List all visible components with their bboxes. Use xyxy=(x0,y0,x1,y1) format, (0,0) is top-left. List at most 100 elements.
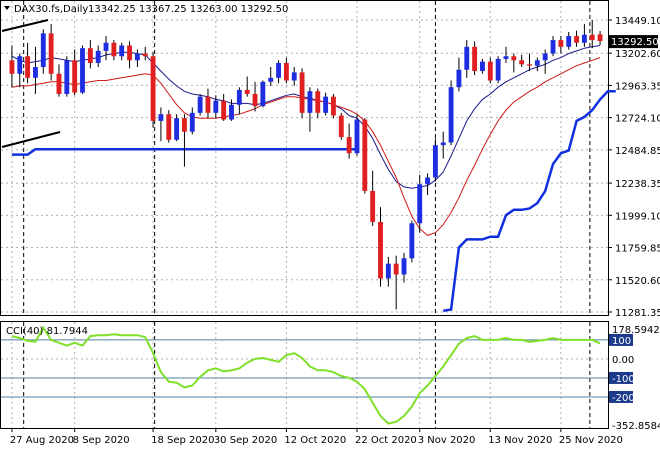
candle-bear xyxy=(511,56,517,61)
cci-label: CCI(40) 81.7944 xyxy=(6,326,88,337)
cci-tick-label: -100 xyxy=(612,374,635,385)
price-tick-label: 12238.35 xyxy=(615,179,660,190)
time-tick-label: 22 Oct 2020 xyxy=(355,435,417,446)
chart-header: DAX30.fs,Daily 13342.25 13367.25 13263.0… xyxy=(4,4,288,15)
cci-tick-label: 178.5942 xyxy=(612,325,660,336)
candle-bull xyxy=(17,56,23,74)
candle-bull xyxy=(534,60,540,66)
candle-bull xyxy=(213,100,219,113)
candle-bull xyxy=(134,53,140,61)
candle-bear xyxy=(127,45,132,61)
price-tick-label: 11520.60 xyxy=(615,276,660,287)
ma-slow-line xyxy=(11,57,601,236)
candle-bull xyxy=(432,145,438,178)
candles xyxy=(9,20,603,310)
cci-series xyxy=(11,325,601,425)
price-tick-label: 11999.10 xyxy=(615,211,660,222)
price-axis: 13449.10 13202.60 12963.35 12724.10 12484.85… xyxy=(608,16,660,319)
candle-bear xyxy=(25,56,31,78)
candle-bull xyxy=(103,42,109,51)
price-tick-label: 12724.10 xyxy=(615,114,660,125)
candle-bull xyxy=(260,81,266,107)
candle-bear xyxy=(252,93,258,107)
candle-bear xyxy=(346,137,352,154)
time-tick-label: 12 Oct 2020 xyxy=(284,435,346,446)
candle-bull xyxy=(401,258,407,275)
candle-bear xyxy=(299,72,305,113)
candle-bull xyxy=(80,48,85,93)
candle-bear xyxy=(378,221,383,279)
candle-bull xyxy=(40,33,46,68)
candle-bear xyxy=(150,56,156,121)
ma-fast-line xyxy=(11,45,601,189)
candle-bear xyxy=(244,89,250,94)
trendline-lower xyxy=(1,131,61,148)
candle-bull xyxy=(229,104,234,120)
candle-bear xyxy=(221,100,227,120)
candle-bear xyxy=(362,119,368,191)
candle-bull xyxy=(566,36,572,47)
candle-bull xyxy=(189,112,195,132)
candle-bull xyxy=(197,96,203,113)
candle-bull xyxy=(503,56,509,59)
time-tick-label: 8 Sep 2020 xyxy=(73,435,130,446)
price-tick-label: 11759.85 xyxy=(615,244,660,255)
cci-tick-label: 0.00 xyxy=(612,355,634,366)
candle-bear xyxy=(182,118,187,132)
price-tick-label: 13449.10 xyxy=(615,16,660,27)
candle-bull xyxy=(385,263,391,279)
candle-bear xyxy=(487,61,493,81)
candle-bull xyxy=(440,142,446,146)
cci-level-badge xyxy=(609,333,633,346)
candle-bull xyxy=(409,223,415,259)
candle-bull xyxy=(495,58,501,81)
cci-level-badge xyxy=(609,371,633,384)
candle-bull xyxy=(354,119,360,154)
time-tick-label: 18 Sep 2020 xyxy=(151,435,214,446)
candle-bear xyxy=(574,36,579,43)
price-panel-frame xyxy=(0,0,609,316)
cci-level-lines xyxy=(1,339,608,398)
cci-tick-label: -352.8584 xyxy=(612,421,660,432)
candle-bull xyxy=(464,46,470,70)
candle-bear xyxy=(142,53,148,57)
current-price-badge: 13292.50 xyxy=(609,35,659,49)
candle-bear xyxy=(558,40,564,47)
candle-bull xyxy=(119,45,125,57)
price-badge-text: 13292.50 xyxy=(611,37,659,48)
price-tick-label: 13202.60 xyxy=(615,49,660,60)
candle-bear xyxy=(87,48,93,63)
candle-bull xyxy=(456,69,462,88)
candle-bull xyxy=(480,61,485,72)
cci-level-badge xyxy=(609,390,633,403)
time-tick-label: 27 Aug 2020 xyxy=(10,435,74,446)
cci-line xyxy=(11,325,601,425)
dropdown-triangle-icon[interactable] xyxy=(4,6,10,10)
candle-bull xyxy=(95,50,101,63)
candle-bull xyxy=(581,34,587,43)
price-tick-label: 12963.35 xyxy=(615,81,660,92)
candle-bull xyxy=(64,60,70,94)
candle-bear xyxy=(111,42,117,57)
candle-bear xyxy=(370,190,376,222)
candle-bull xyxy=(268,77,274,82)
candle-bull xyxy=(276,62,281,78)
candle-bear xyxy=(331,96,336,116)
trendline-upper xyxy=(1,19,49,32)
cci-panel-frame xyxy=(0,321,609,429)
candle-bear xyxy=(338,115,344,138)
candle-bear xyxy=(205,96,211,113)
candle-bear xyxy=(72,60,78,93)
candle-bull xyxy=(542,53,548,61)
candle-bear xyxy=(472,46,478,72)
candle-bull xyxy=(550,40,556,54)
price-badge-bg xyxy=(609,35,658,49)
candle-bear xyxy=(527,64,532,66)
symbol-label: DAX30.fs,Daily xyxy=(14,4,88,15)
candle-bear xyxy=(48,33,54,74)
time-tick-label: 3 Nov 2020 xyxy=(418,435,476,446)
candle-bear xyxy=(283,62,289,81)
candle-bear xyxy=(393,263,399,275)
